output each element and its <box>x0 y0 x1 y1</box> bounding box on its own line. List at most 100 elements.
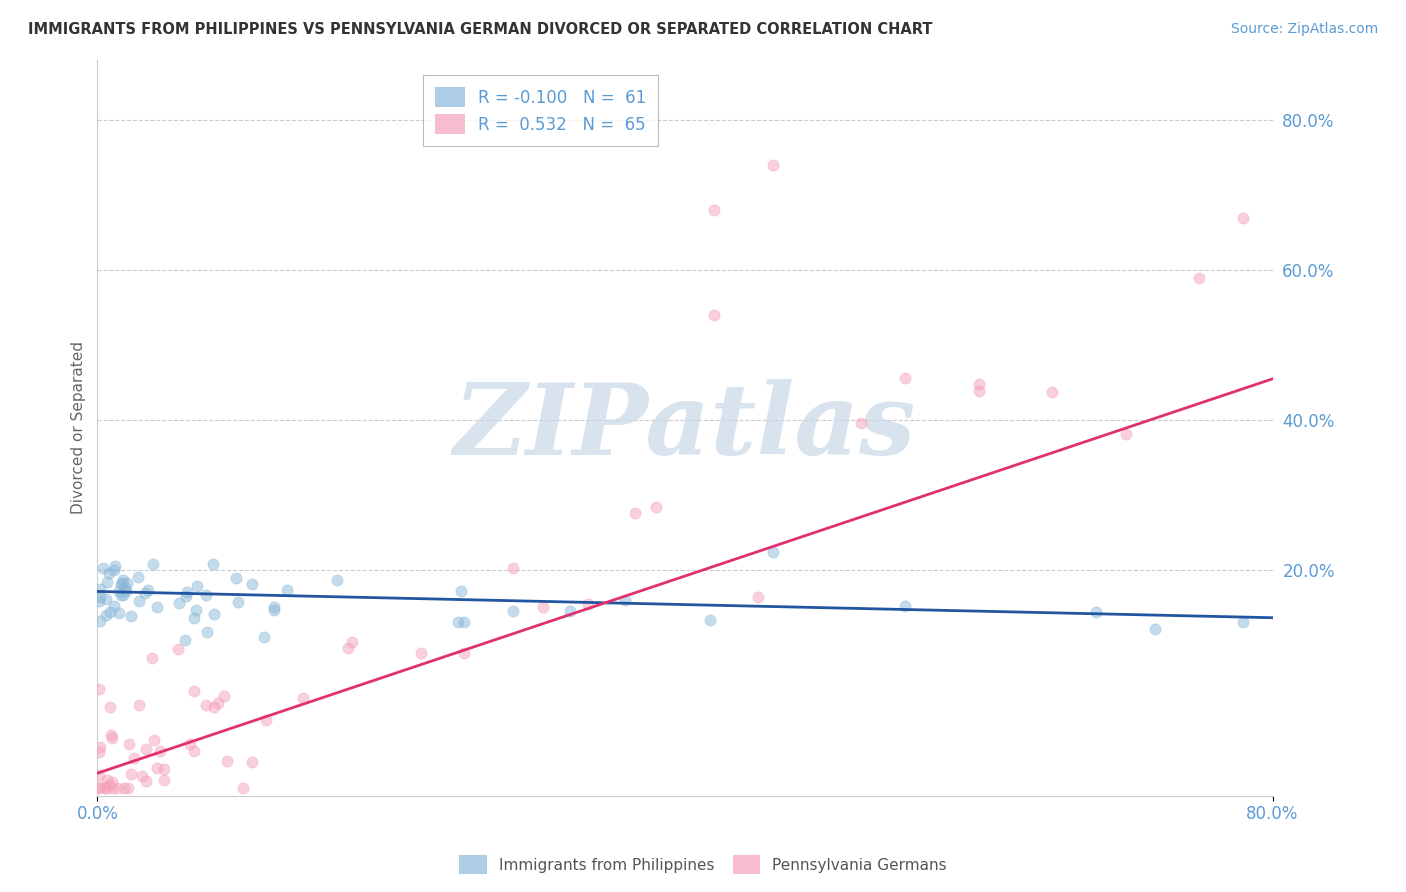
Point <box>104 558 127 573</box>
Point <box>89 681 111 696</box>
Point <box>1085 605 1108 619</box>
Point <box>146 761 169 775</box>
Point <box>614 593 637 607</box>
Point <box>98 700 121 714</box>
Point <box>153 762 176 776</box>
Point <box>134 586 156 600</box>
Point <box>146 600 169 615</box>
Point <box>253 630 276 644</box>
Point <box>114 581 136 595</box>
Point <box>149 744 172 758</box>
Point <box>131 770 153 784</box>
Point <box>276 583 298 598</box>
Point <box>103 563 125 577</box>
Point <box>94 781 117 796</box>
Point <box>141 651 163 665</box>
Point <box>326 573 349 587</box>
Point <box>174 589 197 603</box>
Point <box>851 417 873 431</box>
Point <box>142 557 165 571</box>
Point <box>111 574 134 588</box>
Point <box>110 576 132 591</box>
Point <box>703 202 725 217</box>
Text: ZIPatlas: ZIPatlas <box>454 379 917 476</box>
Point <box>127 570 149 584</box>
Point <box>502 560 524 574</box>
Point <box>202 558 225 572</box>
Point <box>202 700 225 714</box>
Point <box>91 560 114 574</box>
Point <box>217 754 239 768</box>
Point <box>111 588 134 602</box>
Point <box>100 775 122 789</box>
Point <box>409 646 432 660</box>
Point <box>167 641 190 656</box>
Point <box>226 595 249 609</box>
Point <box>105 781 128 796</box>
Point <box>560 604 582 618</box>
Point <box>762 544 785 558</box>
Point <box>115 576 138 591</box>
Point <box>87 780 110 794</box>
Point <box>967 384 990 399</box>
Point <box>1232 615 1254 629</box>
Point <box>136 582 159 597</box>
Point <box>128 698 150 712</box>
Point <box>135 741 157 756</box>
Point <box>1040 384 1063 399</box>
Point <box>87 781 110 796</box>
Point <box>183 611 205 625</box>
Point <box>747 590 769 604</box>
Point <box>184 602 207 616</box>
Point <box>202 607 225 622</box>
Point <box>623 506 645 520</box>
Point <box>97 778 120 792</box>
Point <box>446 615 468 630</box>
Point <box>195 698 218 712</box>
Point <box>135 774 157 789</box>
Point <box>894 370 917 384</box>
Point <box>194 588 217 602</box>
Point <box>176 585 198 599</box>
Point <box>214 689 236 703</box>
Point <box>450 583 472 598</box>
Point <box>894 599 917 613</box>
Point <box>967 377 990 392</box>
Point <box>1143 622 1166 636</box>
Point <box>97 566 120 580</box>
Point <box>342 635 364 649</box>
Point <box>179 737 201 751</box>
Point <box>1115 426 1137 441</box>
Text: Source: ZipAtlas.com: Source: ZipAtlas.com <box>1230 22 1378 37</box>
Legend: Immigrants from Philippines, Pennsylvania Germans: Immigrants from Philippines, Pennsylvani… <box>453 849 953 880</box>
Point <box>112 781 135 796</box>
Point <box>96 607 118 622</box>
Point <box>98 605 121 619</box>
Point <box>292 691 315 706</box>
Point <box>336 641 359 656</box>
Point <box>225 571 247 585</box>
Y-axis label: Divorced or Separated: Divorced or Separated <box>72 341 86 514</box>
Point <box>96 772 118 787</box>
Point <box>108 606 131 620</box>
Point <box>114 584 136 599</box>
Point <box>120 608 142 623</box>
Point <box>89 591 111 605</box>
Point <box>263 599 285 614</box>
Point <box>110 589 132 603</box>
Point <box>101 781 124 796</box>
Point <box>120 766 142 780</box>
Point <box>174 632 197 647</box>
Point <box>87 594 110 608</box>
Point <box>207 696 229 710</box>
Point <box>644 500 666 514</box>
Point <box>94 592 117 607</box>
Point <box>96 574 118 589</box>
Point <box>183 743 205 757</box>
Point <box>186 579 208 593</box>
Point <box>699 613 721 627</box>
Point <box>240 576 263 591</box>
Point <box>122 751 145 765</box>
Point <box>502 604 524 618</box>
Point <box>533 600 555 615</box>
